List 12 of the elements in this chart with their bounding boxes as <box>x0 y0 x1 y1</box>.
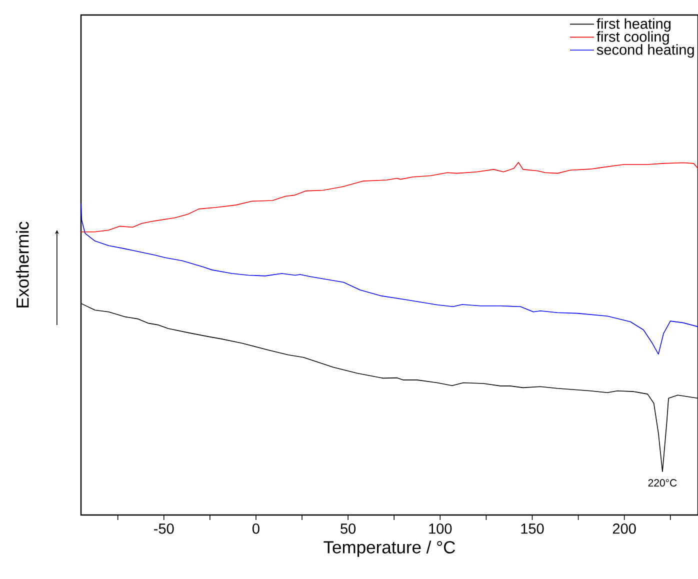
x-axis-title: Temperature / °C <box>324 540 456 557</box>
x-tick-label: 50 <box>340 524 356 534</box>
y-axis-title: Exothermic <box>16 222 29 308</box>
legend-label: first heating <box>596 18 670 32</box>
x-tick-label: 100 <box>429 524 452 534</box>
x-tick-label: -50 <box>154 524 174 534</box>
legend-label: first cooling <box>596 31 669 45</box>
x-tick-label: 0 <box>252 524 260 534</box>
x-tick-label: 150 <box>521 524 544 534</box>
x-tick-label: 200 <box>612 524 636 534</box>
legend-label: second heating <box>596 44 694 58</box>
annotation: 220°C <box>648 479 677 487</box>
